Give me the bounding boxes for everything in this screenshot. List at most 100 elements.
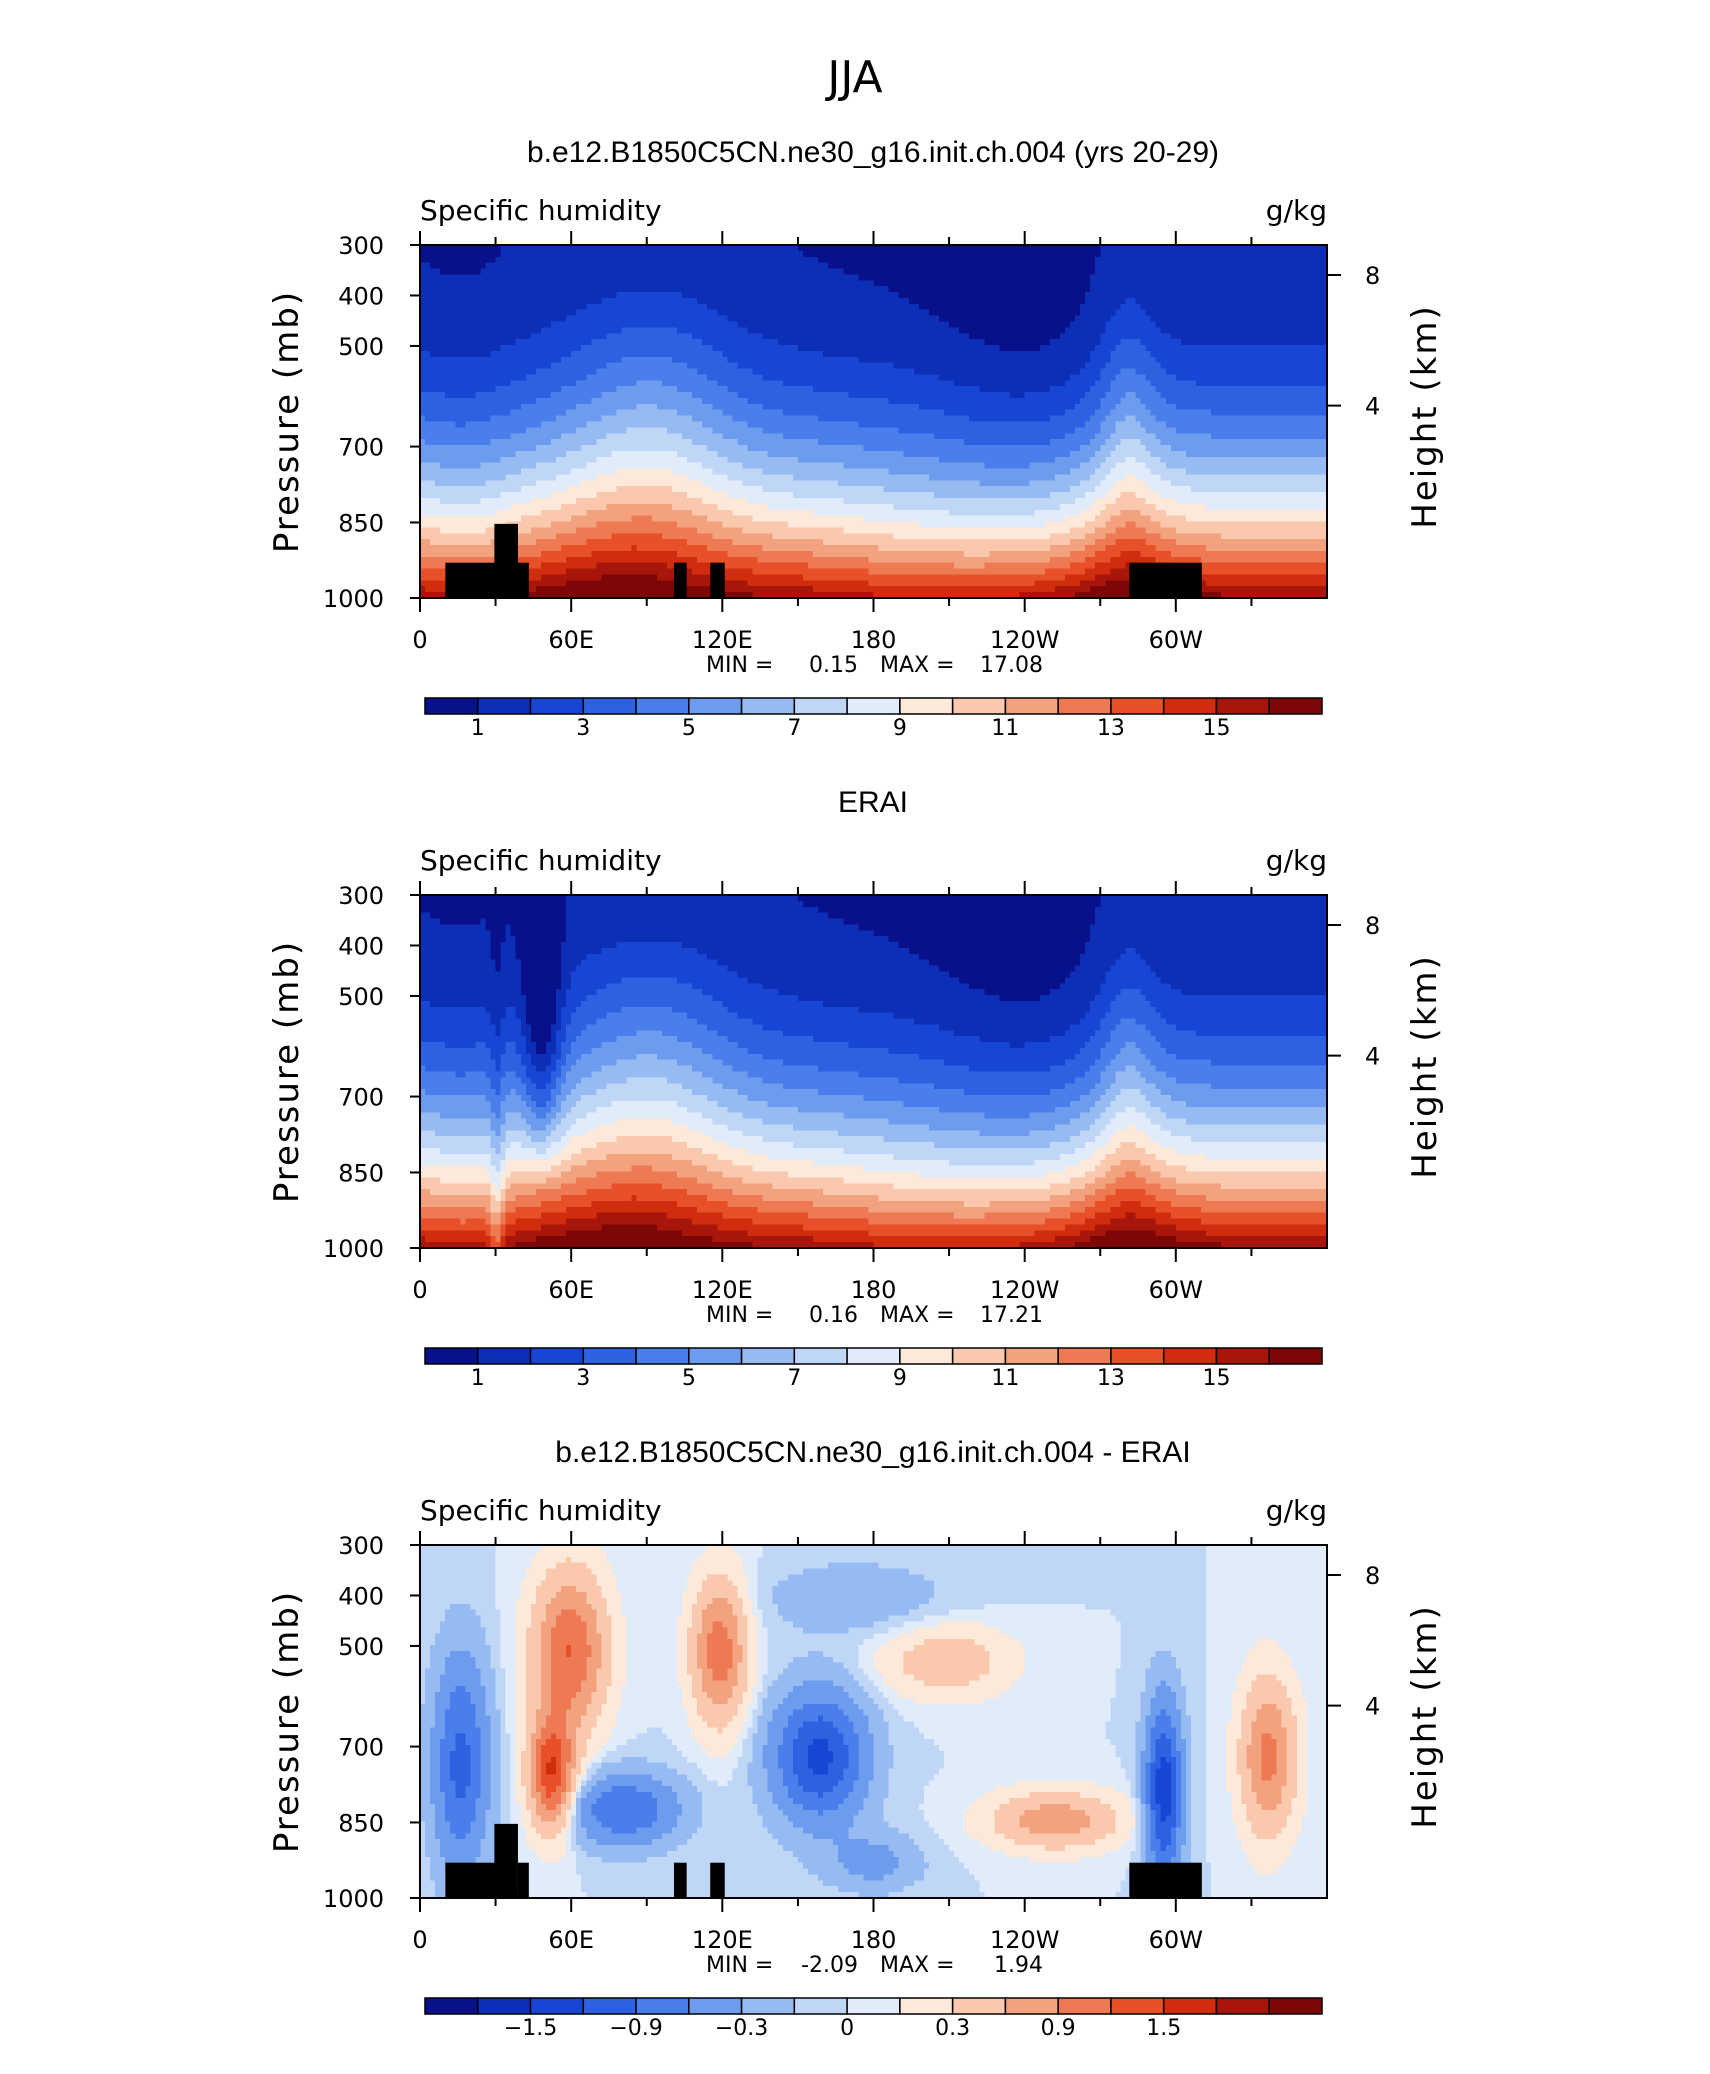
field-cell (500, 397, 507, 405)
field-cell (460, 297, 466, 305)
field-cell (1236, 386, 1242, 393)
field-cell (651, 292, 658, 299)
field-cell (525, 280, 532, 287)
field-cell (682, 374, 688, 381)
field-cell (525, 362, 532, 370)
field-cell (954, 292, 960, 299)
field-cell (626, 250, 633, 258)
field-cell (1316, 368, 1323, 376)
field-cell (903, 345, 910, 352)
field-cell (1130, 256, 1137, 264)
field-cell (1276, 362, 1283, 370)
field-cell (722, 268, 728, 276)
field-cell (863, 286, 870, 293)
field-cell (1059, 368, 1066, 376)
field-cell (1130, 356, 1137, 364)
field-cell (1311, 297, 1318, 305)
field-cell (1175, 350, 1182, 358)
field-cell (601, 356, 608, 364)
field-cell (949, 292, 955, 299)
field-cell (636, 368, 643, 376)
field-cell (636, 274, 643, 281)
field-cell (1009, 362, 1016, 370)
field-cell (999, 386, 1006, 393)
field-cell (591, 339, 597, 346)
field-cell (656, 321, 663, 328)
field-cell (908, 403, 915, 411)
field-cell (661, 262, 668, 270)
field-cell (1231, 368, 1237, 376)
field-cell (1316, 309, 1323, 317)
field-cell (1140, 250, 1147, 258)
field-cell (682, 256, 688, 264)
field-cell (687, 392, 693, 399)
field-cell (420, 274, 426, 281)
field-cell (969, 362, 975, 370)
field-cell (838, 368, 844, 376)
field-cell (1059, 309, 1066, 317)
field-cell (455, 345, 461, 352)
field-cell (747, 356, 754, 364)
field-cell (848, 256, 854, 264)
field-cell (823, 392, 829, 399)
field-cell (939, 274, 945, 281)
field-cell (797, 321, 804, 328)
field-cell (767, 339, 774, 346)
field-cell (944, 327, 950, 334)
field-cell (974, 362, 980, 370)
field-cell (465, 262, 471, 270)
field-cell (455, 386, 461, 393)
field-cell (838, 403, 844, 411)
field-cell (1221, 286, 1227, 293)
field-cell (782, 274, 789, 281)
field-cell (490, 268, 497, 276)
field-cell (445, 345, 451, 352)
field-cell (561, 274, 567, 281)
field-cell (455, 321, 461, 328)
field-cell (928, 268, 935, 276)
field-cell (898, 280, 905, 287)
field-cell (1009, 268, 1016, 276)
field-cell (1120, 280, 1127, 287)
field-cell (1185, 368, 1192, 376)
field-cell (480, 315, 487, 323)
field-cell (1024, 245, 1031, 252)
field-cell (737, 374, 744, 381)
field-cell (621, 268, 628, 276)
field-cell (420, 386, 426, 393)
field-cell (687, 303, 693, 311)
field-cell (873, 362, 880, 370)
field-cell (1150, 315, 1157, 323)
field-cell (807, 280, 814, 287)
field-cell (525, 256, 532, 264)
field-cell (838, 315, 844, 323)
field-cell (1221, 368, 1227, 376)
field-cell (641, 345, 648, 352)
field-cell (606, 297, 613, 305)
field-cell (873, 256, 880, 264)
field-cell (873, 297, 880, 305)
field-cell (933, 392, 940, 399)
field-cell (762, 286, 769, 293)
field-cell (939, 286, 945, 293)
field-cell (873, 368, 880, 376)
field-cell (435, 333, 441, 340)
field-cell (692, 315, 698, 323)
field-cell (1316, 350, 1323, 358)
field-cell (1301, 392, 1308, 399)
field-cell (1206, 345, 1212, 352)
field-cell (535, 356, 542, 364)
field-cell (717, 256, 723, 264)
field-cell (606, 333, 613, 340)
field-cell (1286, 268, 1293, 276)
field-cell (923, 321, 930, 328)
field-cell (601, 250, 608, 258)
field-cell (732, 350, 739, 358)
field-cell (475, 397, 482, 405)
field-cell (1075, 262, 1081, 270)
field-cell (460, 315, 466, 323)
field-cell (848, 274, 854, 281)
field-cell (969, 250, 975, 258)
field-cell (828, 245, 834, 252)
field-cell (1306, 245, 1313, 252)
